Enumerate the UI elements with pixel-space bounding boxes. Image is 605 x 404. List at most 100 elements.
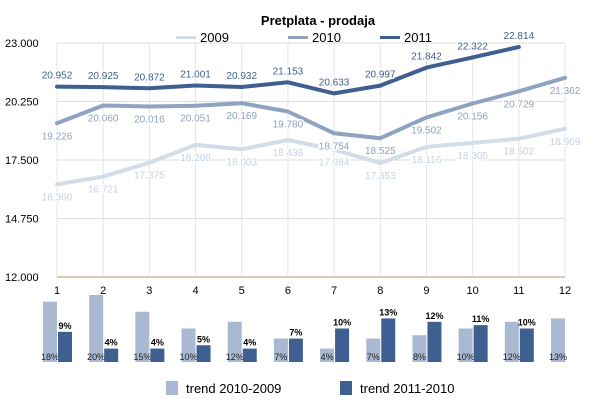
data-label-2010: 20.156 (457, 111, 488, 122)
bar-label-trend-2011-2010: 13% (379, 307, 397, 317)
data-label-halo: 20.872 (134, 72, 165, 83)
x-tick-label: 9 (423, 285, 429, 297)
bar-label-trend-2010-2009: 12% (226, 352, 244, 362)
data-label-halo: 18.438 (273, 148, 304, 159)
bar-trend-2010-2009 (135, 311, 150, 362)
bar-trend-2011-2010 (335, 328, 350, 362)
data-label-2011: 20.932 (226, 71, 257, 82)
data-label-2009: 17.353 (365, 171, 396, 182)
data-label-halo: 18.502 (504, 147, 535, 158)
bar-label-trend-2010-2009: 12% (503, 352, 521, 362)
x-tick-label: 10 (467, 285, 479, 297)
top-legend: 2009 2010 2011 (176, 30, 432, 45)
x-tick-label: 8 (377, 285, 383, 297)
data-label-halo: 22.814 (504, 31, 535, 42)
data-label-2011: 22.322 (457, 41, 488, 52)
bar-trend-2011-2010 (196, 345, 211, 362)
data-label-2010: 20.051 (180, 114, 211, 125)
bar-label-trend-2011-2010: 10% (333, 318, 351, 328)
legend-swatch-2009 (176, 36, 196, 39)
data-label-halo: 17.984 (319, 158, 350, 169)
legend-swatch-2011 (380, 36, 400, 39)
bar-trend-2011-2010 (381, 318, 396, 362)
bar-trend-2010-2009 (412, 335, 427, 362)
bar-trend-2010-2009 (366, 338, 381, 362)
legend-label-2011: 2011 (404, 30, 432, 45)
series-line-2011 (55, 45, 521, 96)
legend-swatch-2010 (288, 36, 308, 39)
data-label-2009: 16.721 (88, 185, 119, 196)
legend-label-trend-2010-2009: trend 2010-2009 (186, 381, 281, 396)
x-tick-label: 11 (513, 285, 524, 297)
data-label-2010: 18.525 (365, 146, 396, 157)
data-label-2010: 20.169 (226, 111, 257, 122)
x-tick-label: 6 (285, 285, 291, 297)
legend-label-2009: 2009 (200, 30, 229, 45)
bar-trend-2010-2009 (227, 321, 242, 362)
data-label-halo: 19.502 (411, 125, 442, 136)
bar-label-trend-2010-2009: 7% (367, 352, 380, 362)
data-label-2009: 18.003 (226, 157, 257, 168)
x-axis-ticks: 1 2 3 4 5 6 7 8 9 10 11 12 (54, 285, 571, 297)
data-label-2009: 18.438 (273, 148, 304, 159)
x-tick-label: 2 (100, 285, 106, 297)
bottom-legend: trend 2010-2009 trend 2011-2010 (166, 381, 454, 396)
data-label-2011: 22.814 (504, 31, 535, 42)
series-line-2009 (55, 126, 567, 187)
data-label-2011: 21.842 (411, 52, 442, 63)
bar-trend-2010-2009 (89, 295, 104, 362)
data-label-2009: 18.116 (412, 155, 442, 166)
data-label-halo: 18.003 (226, 157, 257, 168)
bar-trend-2011-2010 (519, 328, 534, 362)
x-tick-label: 5 (239, 285, 245, 297)
legend-swatch-trend-2010-2009 (166, 381, 178, 395)
data-label-halo: 21.001 (180, 70, 211, 81)
data-label-halo: 21.362 (550, 86, 581, 97)
data-label-halo: 19.226 (42, 131, 73, 142)
trend-bars: 18%9%20%4%15%4%10%5%12%4%7%7%4%10%7%13%8… (41, 295, 567, 362)
data-label-halo: 21.153 (273, 66, 304, 77)
data-label-halo: 18.116 (412, 155, 442, 166)
data-label-2011: 21.153 (273, 66, 304, 77)
data-label-halo: 18.969 (550, 137, 581, 148)
bar-label-trend-2010-2009: 8% (413, 352, 426, 362)
data-label-2011: 21.001 (180, 70, 211, 81)
y-tick-label: 12.000 (5, 272, 39, 284)
data-label-halo: 20.729 (504, 99, 535, 110)
bar-trend-2010-2009 (551, 318, 565, 362)
x-tick-label: 12 (559, 285, 571, 297)
data-label-halo: 20.997 (365, 70, 396, 81)
y-tick-label: 23.000 (5, 38, 39, 50)
y-tick-label: 20.250 (5, 97, 39, 109)
data-label-2010: 21.362 (550, 86, 581, 97)
data-label-2011: 20.872 (134, 72, 165, 83)
data-label-halo: 17.353 (365, 171, 396, 182)
data-label-halo: 20.932 (226, 71, 257, 82)
bar-label-trend-2011-2010: 10% (518, 318, 536, 328)
legend-label-2010: 2010 (312, 30, 341, 45)
data-label-2010: 20.729 (504, 99, 535, 110)
data-label-halo: 20.016 (134, 114, 165, 125)
x-tick-label: 4 (192, 285, 198, 297)
data-label-halo: 16.360 (42, 192, 73, 203)
bar-trend-2011-2010 (242, 348, 257, 362)
bar-label-trend-2010-2009: 10% (180, 352, 198, 362)
y-tick-label: 17.500 (5, 155, 39, 167)
data-label-2010: 18.754 (319, 141, 350, 152)
bar-label-trend-2010-2009: 7% (274, 352, 287, 362)
data-label-halo: 18.525 (365, 146, 396, 157)
bar-label-trend-2010-2009: 13% (549, 352, 567, 362)
bar-trend-2010-2009 (181, 328, 196, 362)
data-label-halo: 18.305 (457, 151, 488, 162)
data-label-2010: 19.780 (273, 119, 304, 130)
data-label-2010: 19.226 (42, 131, 73, 142)
bar-label-trend-2010-2009: 18% (41, 352, 59, 362)
y-axis-ticks: 12.000 14.750 17.500 20.250 23.000 (5, 38, 39, 284)
bar-label-trend-2011-2010: 4% (105, 338, 118, 348)
data-label-halo: 20.952 (42, 71, 73, 82)
legend-swatch-trend-2011-2010 (340, 381, 352, 395)
bar-label-trend-2011-2010: 12% (425, 311, 443, 321)
data-label-halo: 20.156 (457, 111, 488, 122)
data-label-halo: 16.721 (88, 185, 119, 196)
data-label-2009: 17.984 (319, 158, 350, 169)
